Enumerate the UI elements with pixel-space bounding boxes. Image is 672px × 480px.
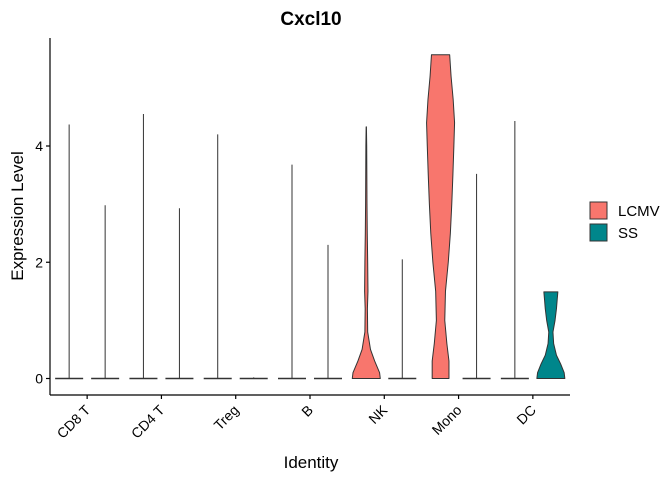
y-tick-label: 4 <box>35 138 43 154</box>
x-tick-label: DC <box>513 402 539 428</box>
legend: LCMV SS <box>589 201 660 242</box>
chart-title: Cxcl10 <box>280 9 341 30</box>
legend-label-SS: SS <box>618 225 638 242</box>
x-axis-title: Identity <box>284 453 339 472</box>
y-tick-label: 2 <box>35 254 43 270</box>
violin-LCMV-Mono <box>426 54 456 379</box>
legend-swatch-LCMV <box>589 201 608 220</box>
y-axis-title: Expression Level <box>8 151 27 280</box>
legend-label-LCMV: LCMV <box>618 203 660 220</box>
x-tick-label: Mono <box>429 402 465 438</box>
violin-LCMV-NK <box>351 126 381 379</box>
y-tick-label: 0 <box>35 371 43 387</box>
y-ticks: 0 2 4 <box>35 138 50 387</box>
violin-SS-DC <box>536 291 566 379</box>
violins-layer <box>55 54 566 380</box>
x-tick-label: NK <box>365 401 391 427</box>
x-tick-label: B <box>298 402 316 420</box>
x-tick-label: Treg <box>211 402 242 433</box>
legend-swatch-SS <box>589 223 608 242</box>
x-tick-label: CD8 T <box>54 401 94 441</box>
x-tick-label: CD4 T <box>128 401 168 441</box>
x-ticks: CD8 T CD4 T Treg B NK Mono DC <box>54 395 539 442</box>
